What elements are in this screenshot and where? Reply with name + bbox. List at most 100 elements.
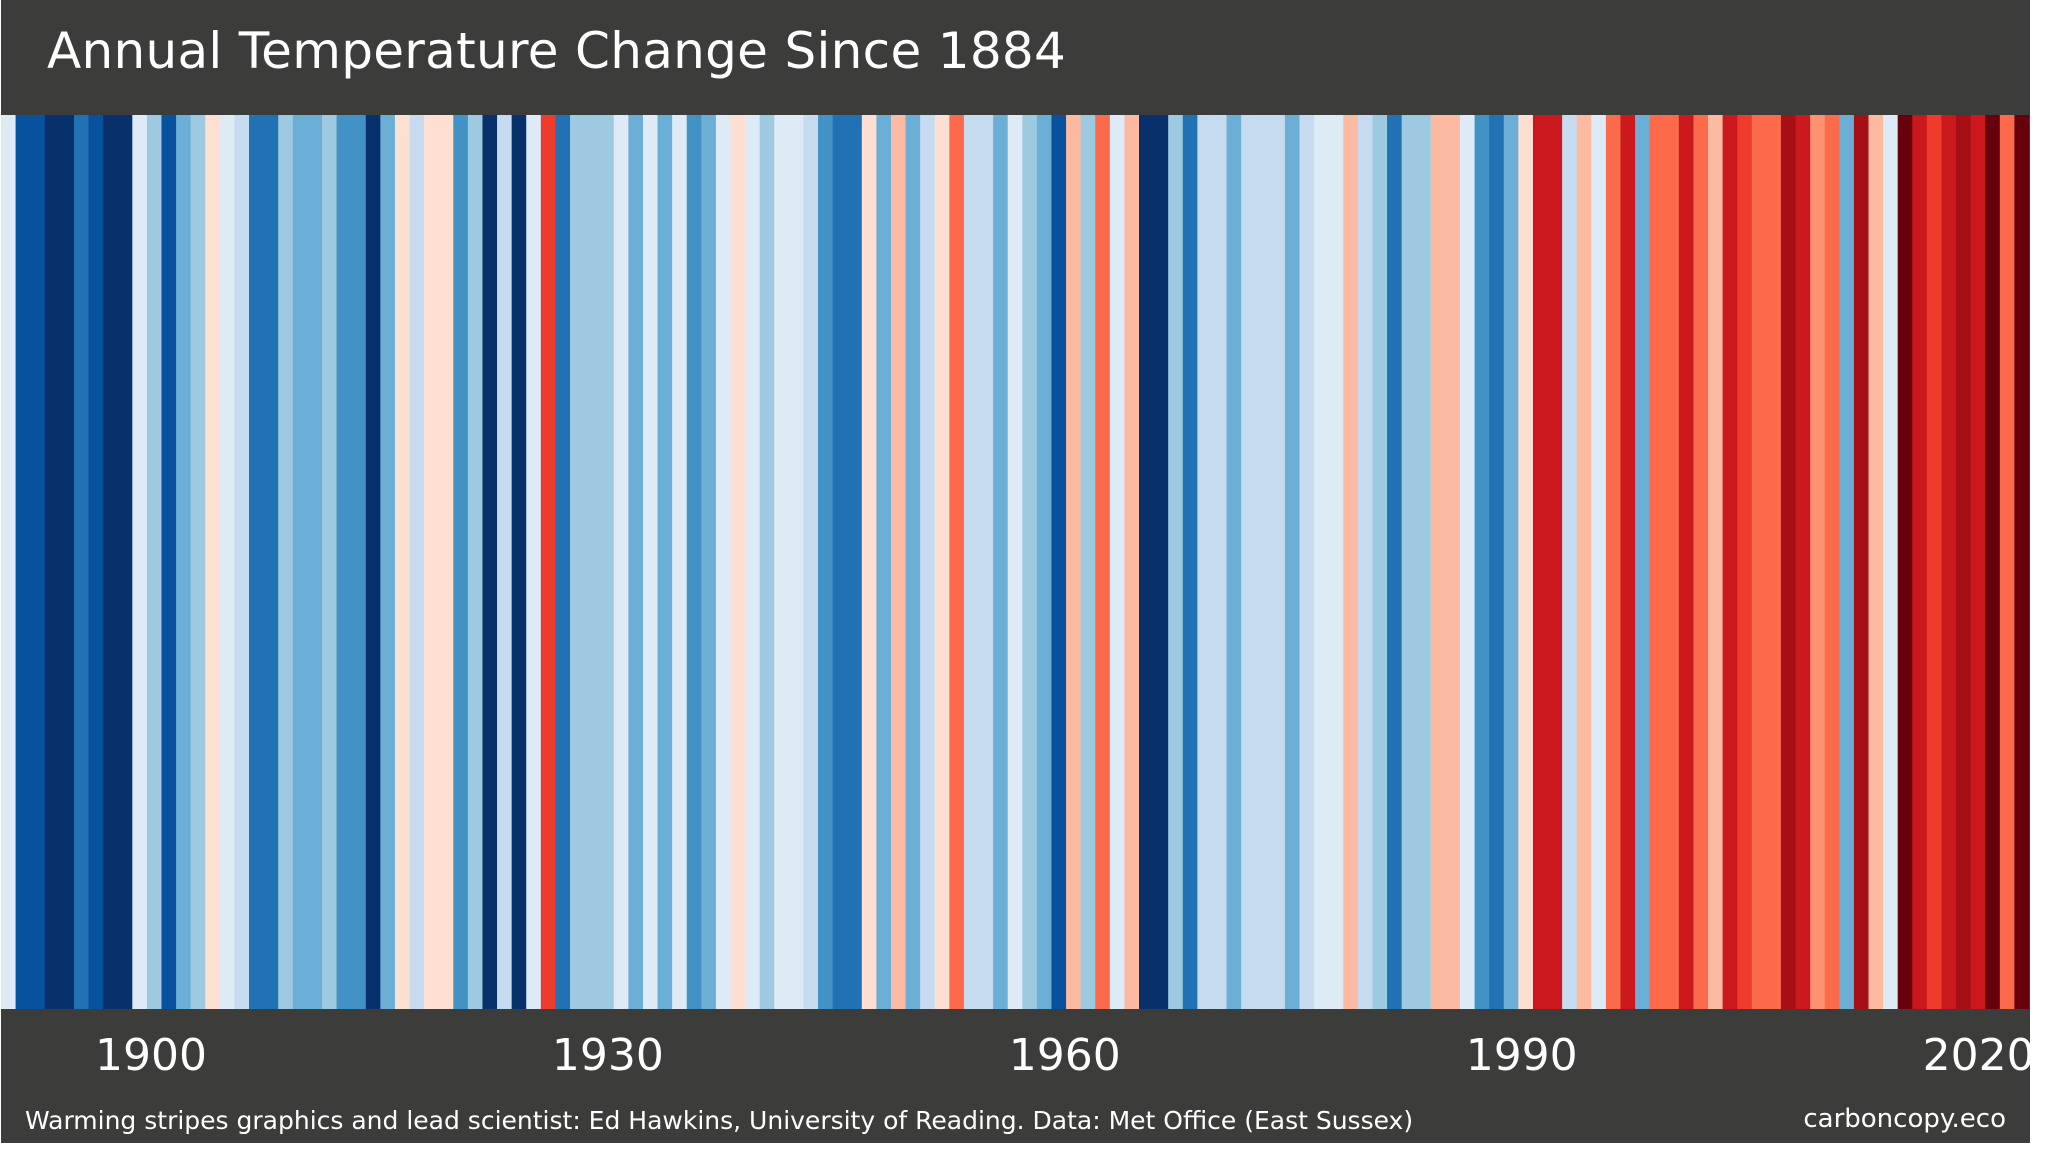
stripe-1971 (1270, 115, 1286, 1009)
stripe-2020 (1985, 115, 2001, 1009)
stripe-1895 (161, 115, 177, 1009)
stripe-1919 (511, 115, 527, 1009)
stripe-1980 (1401, 115, 1417, 1009)
stripe-2004 (1751, 115, 1767, 1009)
stripe-1956 (1051, 115, 1067, 1009)
stripe-1913 (424, 115, 440, 1009)
stripe-1944 (876, 115, 892, 1009)
stripe-1923 (570, 115, 586, 1009)
stripe-2009 (1824, 115, 1840, 1009)
stripe-2001 (1708, 115, 1724, 1009)
stripe-2016 (1926, 115, 1943, 1009)
stripe-1976 (1343, 115, 1359, 1009)
stripe-1893 (132, 115, 148, 1009)
stripe-1969 (1241, 115, 1257, 1009)
stripe-1951 (978, 115, 994, 1009)
stripe-1990 (1547, 115, 1563, 1009)
stripe-1939 (803, 115, 819, 1009)
stripe-1949 (949, 115, 965, 1009)
stripe-1916 (467, 115, 484, 1009)
stripe-1987 (1503, 115, 1519, 1009)
stripe-1905 (307, 115, 323, 1009)
stripe-2017 (1941, 115, 1957, 1009)
stripe-1937 (774, 115, 790, 1009)
stripe-1889 (73, 115, 90, 1009)
stripe-1974 (1314, 115, 1330, 1009)
warming-stripes (1, 115, 2029, 1009)
stripe-1955 (1036, 115, 1053, 1009)
stripe-1999 (1678, 115, 1695, 1009)
stripe-1967 (1211, 115, 1228, 1009)
stripe-1915 (453, 115, 469, 1009)
stripe-2008 (1810, 115, 1826, 1009)
stripe-1934 (730, 115, 746, 1009)
stripe-1929 (657, 115, 673, 1009)
stripe-1928 (642, 115, 659, 1009)
stripe-1978 (1372, 115, 1388, 1009)
stripe-1921 (540, 115, 557, 1009)
stripe-1918 (497, 115, 513, 1009)
stripe-2011 (1853, 115, 1870, 1009)
stripe-2005 (1766, 115, 1782, 1009)
stripe-1886 (30, 115, 46, 1009)
stripe-2003 (1737, 115, 1753, 1009)
stripe-1908 (351, 115, 367, 1009)
stripe-1957 (1066, 115, 1082, 1009)
stripe-1888 (59, 115, 75, 1009)
stripe-1931 (686, 115, 702, 1009)
stripe-1973 (1299, 115, 1315, 1009)
stripe-2002 (1722, 115, 1738, 1009)
stripe-1994 (1605, 115, 1622, 1009)
website-link[interactable]: carboncopy.eco (1803, 1104, 2006, 1134)
stripe-1909 (365, 115, 381, 1009)
stripe-2021 (1999, 115, 2016, 1009)
stripe-1993 (1591, 115, 1607, 1009)
stripe-1894 (146, 115, 163, 1009)
stripe-1962 (1139, 115, 1155, 1009)
stripe-1885 (15, 115, 31, 1009)
stripe-1997 (1649, 115, 1665, 1009)
x-tick-label: 2020 (1922, 1030, 2035, 1081)
stripe-1966 (1197, 115, 1213, 1009)
stripe-1984 (1459, 115, 1476, 1009)
stripe-1892 (117, 115, 133, 1009)
stripe-1920 (526, 115, 542, 1009)
stripe-1979 (1387, 115, 1403, 1009)
stripe-1936 (759, 115, 775, 1009)
stripe-1912 (409, 115, 425, 1009)
stripe-1902 (263, 115, 279, 1009)
stripe-1898 (205, 115, 221, 1009)
stripe-2007 (1795, 115, 1811, 1009)
x-tick-label: 1990 (1465, 1030, 1578, 1081)
stripe-1947 (920, 115, 936, 1009)
x-tick-label: 1930 (551, 1030, 664, 1081)
stripe-1989 (1532, 115, 1549, 1009)
stripe-1970 (1255, 115, 1271, 1009)
stripe-1903 (278, 115, 294, 1009)
stripe-1950 (963, 115, 980, 1009)
stripe-1954 (1022, 115, 1038, 1009)
stripe-2010 (1839, 115, 1855, 1009)
stripe-1991 (1562, 115, 1578, 1009)
stripe-2014 (1897, 115, 1913, 1009)
stripe-2022 (2014, 115, 2029, 1009)
stripe-1891 (103, 115, 119, 1009)
stripe-1917 (482, 115, 498, 1009)
stripe-1922 (555, 115, 571, 1009)
chart-title: Annual Temperature Change Since 1884 (47, 22, 1067, 80)
stripe-2012 (1868, 115, 1884, 1009)
stripe-1983 (1445, 115, 1461, 1009)
stripe-2006 (1780, 115, 1797, 1009)
stripe-1935 (745, 115, 761, 1009)
stripe-1924 (584, 115, 600, 1009)
stripe-1977 (1357, 115, 1374, 1009)
stripe-1940 (818, 115, 834, 1009)
stripe-1932 (701, 115, 717, 1009)
stripe-1972 (1284, 115, 1301, 1009)
stripe-2019 (1970, 115, 1986, 1009)
stripe-1988 (1518, 115, 1534, 1009)
stripe-1981 (1416, 115, 1432, 1009)
stripe-1964 (1168, 115, 1184, 1009)
stripe-1952 (993, 115, 1009, 1009)
stripe-1907 (336, 115, 352, 1009)
